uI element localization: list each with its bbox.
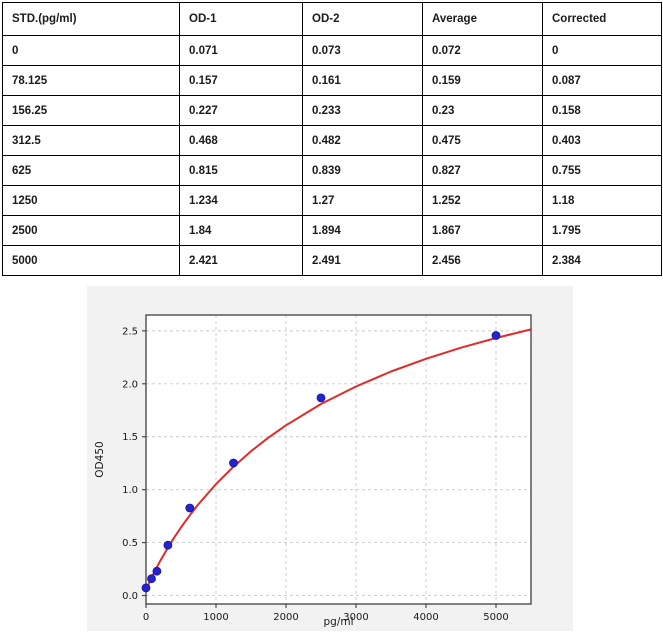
table-cell: 156.25 [2,95,180,126]
table-cell: 1.252 [422,185,543,216]
plot-area [146,315,531,604]
x-tick-label: 1000 [203,612,228,623]
table-cell: 0.468 [179,125,303,156]
table-row: 78.125 0.157 0.161 0.159 0.087 [2,65,662,96]
table-cell: 2.456 [422,245,543,276]
table-cell: 0.475 [422,125,543,156]
column-header: STD.(pg/ml) [2,2,180,36]
table-cell: 0 [542,35,662,66]
table-cell: 312.5 [2,125,180,156]
table-cell: 0.403 [542,125,662,156]
table-cell: 1.894 [302,215,423,246]
data-point [163,540,173,550]
table-cell: 0.157 [179,65,303,96]
column-header: Average [422,2,543,36]
data-point [491,331,501,340]
table-cell: 1.867 [422,215,543,246]
data-point [141,583,151,593]
table-row: 625 0.815 0.839 0.827 0.755 [2,155,662,186]
table-cell: 0.072 [422,35,543,66]
table-cell: 0.482 [302,125,423,156]
table-cell: 0.827 [422,155,543,186]
data-point [316,393,326,403]
table-cell: 0.227 [179,95,303,126]
x-tick-label: 0 [143,612,149,623]
standards-table: STD.(pg/ml) OD-1 OD-2 Average Corrected 0 0.0… [2,2,662,276]
x-tick-label: 4000 [413,612,438,623]
table-row: 5000 2.421 2.491 2.456 2.384 [2,245,662,276]
column-header: OD-1 [179,2,303,36]
table-cell: 625 [2,155,180,186]
table-cell: 0.839 [302,155,423,186]
table-cell: 1250 [2,185,180,216]
table-cell: 1.84 [179,215,303,246]
table-cell: 1.795 [542,215,662,246]
standard-curve-figure: 0 1000 2000 3000 4000 5000 0.0 0.5 1.0 1.5 2.0 2.5 p… [87,286,573,631]
column-header: Corrected [542,2,662,36]
table-row: 312.5 0.468 0.482 0.475 0.403 [2,125,662,156]
y-tick-label: 1.0 [122,485,138,496]
table-cell: 0.158 [542,95,662,126]
table-cell: 0.233 [302,95,423,126]
data-point [147,574,156,584]
y-tick-label: 2.0 [122,379,138,390]
table-row: 0 0.071 0.073 0.072 0 [2,35,662,66]
y-tick-label: 1.5 [122,432,138,443]
table-cell: 2500 [2,215,180,246]
x-tick-label: 3000 [343,612,368,623]
y-axis-label: OD450 [94,441,106,477]
table-row: 2500 1.84 1.894 1.867 1.795 [2,215,662,246]
data-point [152,566,162,576]
table-body: 0 0.071 0.073 0.072 0 78.125 0.157 0.161 0.159 0.… [2,35,662,276]
table-cell: 1.234 [179,185,303,216]
table-cell: 78.125 [2,65,180,96]
table-row: 156.25 0.227 0.233 0.23 0.158 [2,95,662,126]
table-cell: 5000 [2,245,180,276]
table-cell: 0.755 [542,155,662,186]
table-cell: 1.27 [302,185,423,216]
data-point [229,458,238,468]
column-header: OD-2 [302,2,423,36]
table-cell: 1.18 [542,185,662,216]
table-cell: 0 [2,35,180,66]
table-cell: 2.491 [302,245,423,276]
table-cell: 0.087 [542,65,662,96]
table-cell: 0.161 [302,65,423,96]
table-header-row: STD.(pg/ml) OD-1 OD-2 Average Corrected [2,2,662,36]
table-cell: 0.159 [422,65,543,96]
y-tick-label: 0.5 [122,538,138,549]
data-point [185,503,195,513]
x-axis-label: pg/ml [323,616,353,628]
table-cell: 2.421 [179,245,303,276]
standard-curve-svg: 0 1000 2000 3000 4000 5000 0.0 0.5 1.0 1.5 2.0 2.5 p… [87,286,573,631]
table-row: 1250 1.234 1.27 1.252 1.18 [2,185,662,216]
table-cell: 0.23 [422,95,543,126]
table-cell: 2.384 [542,245,662,276]
y-tick-label: 2.5 [122,326,138,337]
x-tick-label: 2000 [273,612,298,623]
table-cell: 0.815 [179,155,303,186]
y-tick-label: 0.0 [122,591,138,602]
plot-border [145,314,532,605]
x-tick-label: 5000 [483,612,508,623]
table-cell: 0.071 [179,35,303,66]
table-cell: 0.073 [302,35,423,66]
